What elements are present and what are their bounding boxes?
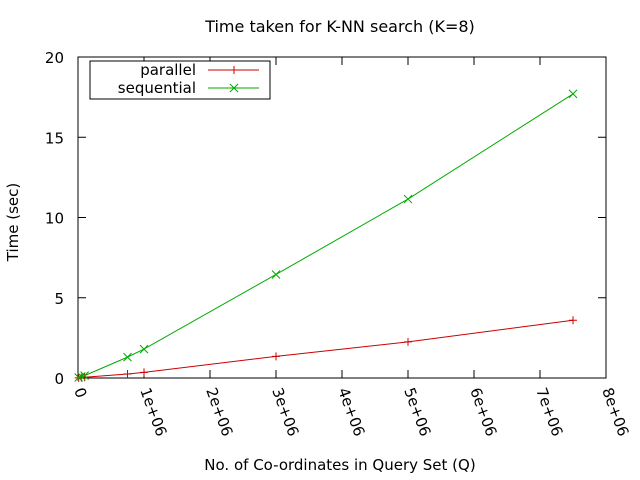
x-tick-label: 5e+06 xyxy=(400,385,434,439)
legend-label: parallel xyxy=(140,61,196,79)
series-line xyxy=(78,93,574,378)
data-point xyxy=(271,270,281,279)
data-point xyxy=(230,66,238,74)
series-line xyxy=(78,319,574,379)
data-point xyxy=(74,373,84,382)
data-point xyxy=(568,89,578,99)
series-parallel xyxy=(74,316,577,382)
data-point xyxy=(123,352,132,362)
data-point xyxy=(139,344,149,354)
data-point xyxy=(403,194,413,204)
x-tick-label: 8e+06 xyxy=(598,385,632,439)
y-tick-label: 15 xyxy=(45,129,64,147)
legend-label: sequential xyxy=(118,79,196,97)
plot-area: 0 5 10 15 20 0 1e+06 2e+06 3e+06 4e+06 5e+06 6e+06 7… xyxy=(45,49,633,439)
x-tick-label: 7e+06 xyxy=(532,385,566,439)
series-sequential xyxy=(74,89,578,382)
y-axis-label: Time (sec) xyxy=(4,183,22,262)
y-tick-label: 20 xyxy=(45,49,64,67)
y-tick-label: 5 xyxy=(54,290,64,308)
y-tick-label: 0 xyxy=(54,370,64,388)
data-point xyxy=(229,83,239,93)
data-point xyxy=(404,337,412,346)
x-axis-label: No. of Co-ordinates in Query Set (Q) xyxy=(204,456,475,474)
data-point xyxy=(272,352,280,361)
data-point xyxy=(80,371,89,380)
plot-frame xyxy=(77,56,607,379)
x-tick-label: 0 xyxy=(70,385,90,400)
x-tick-label: 4e+06 xyxy=(334,385,368,439)
data-point xyxy=(140,368,148,377)
chart-title: Time taken for K-NN search (K=8) xyxy=(204,17,475,36)
data-point xyxy=(123,369,132,378)
data-point xyxy=(76,372,86,381)
legend-box xyxy=(89,60,271,100)
x-tick-label: 6e+06 xyxy=(466,385,500,439)
x-tick-label: 3e+06 xyxy=(268,385,302,439)
data-point xyxy=(569,316,577,325)
y-tick-label: 10 xyxy=(45,210,64,228)
x-tick-label: 1e+06 xyxy=(136,385,170,439)
x-tick-label: 2e+06 xyxy=(202,385,236,439)
